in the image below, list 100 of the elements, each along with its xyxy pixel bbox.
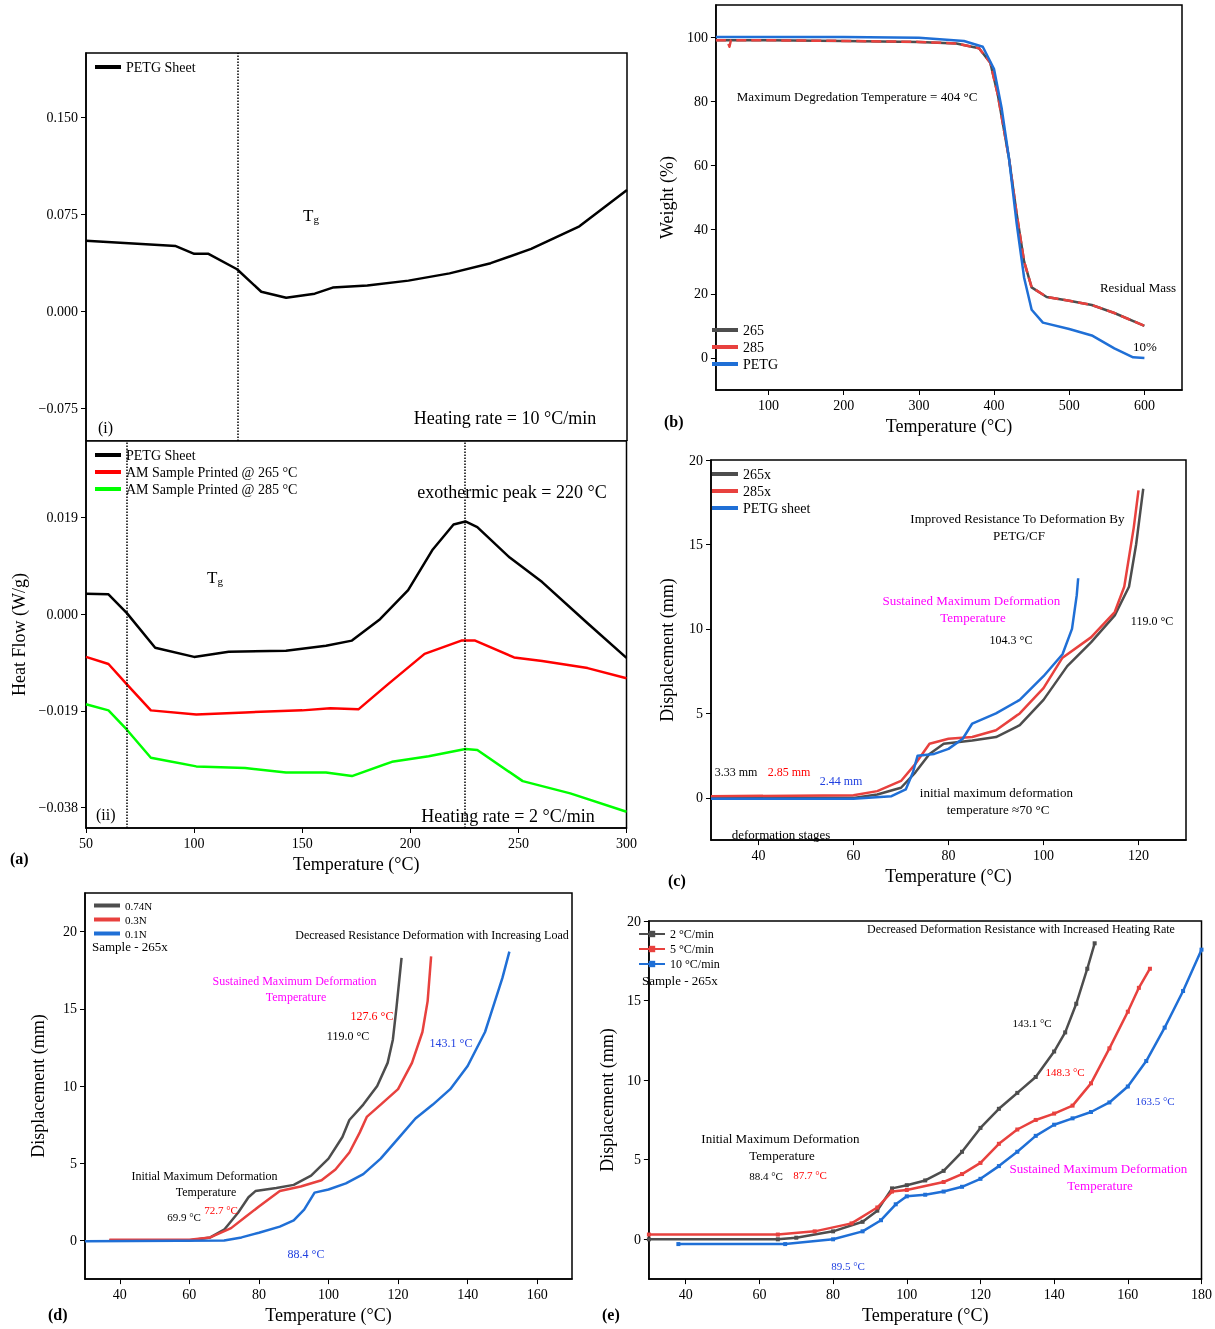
legend-label: 10 °C/min <box>670 957 720 971</box>
annotation: deformation stages <box>731 826 831 842</box>
x-tick-label: 40 <box>112 1286 127 1302</box>
x-tick-label: 100 <box>318 1286 339 1302</box>
annotation: Heating rate = 10 °C/min <box>413 408 597 428</box>
text: (b) <box>664 412 684 431</box>
annotation: 148.3 °C <box>1045 1066 1085 1078</box>
x-tick-label: 200 <box>833 397 855 413</box>
annotation: 89.5 °C <box>831 1260 865 1272</box>
y-tick-label: −0.019 <box>38 703 78 719</box>
y-axis-title: Weight (%) <box>657 155 678 240</box>
text: (d) <box>48 1305 68 1324</box>
y-axis-title: Displacement (mm) <box>28 1014 49 1158</box>
annotation: initial maximum deformation temperature ≈70 °C <box>919 785 1077 817</box>
x-tick-label: 200 <box>399 835 421 851</box>
y-axis-title: Displacement (mm) <box>597 1028 618 1172</box>
legend-label: 5 °C/min <box>670 942 714 956</box>
y-tick-label: 20 <box>63 924 77 940</box>
annotation: 88.4 °C <box>287 1247 325 1261</box>
legend-label: 285 <box>743 339 764 355</box>
y-tick-label: 5 <box>70 1155 77 1171</box>
annotation: 2.85 mm <box>767 765 811 779</box>
x-axis-title: Temperature (°C) <box>862 1305 989 1326</box>
annotation: 163.5 °C <box>1135 1095 1175 1107</box>
x-tick-label: 120 <box>1128 847 1149 863</box>
annotation: Improved Resistance To Deformation By PETG/CF <box>910 511 1128 543</box>
legend-label: PETG <box>743 356 778 372</box>
annotation: Sample - 265x <box>92 938 169 954</box>
x-axis-title: Temperature (°C) <box>885 415 1013 437</box>
y-tick-label: 10 <box>689 621 703 637</box>
x-tick-label: 100 <box>758 397 780 413</box>
annotation: Heating rate = 2 °C/min <box>421 806 595 826</box>
annotation: Sustained Maximum Deformation Temperature <box>882 593 1064 625</box>
x-tick-label: 100 <box>1033 847 1054 863</box>
y-tick-label: 0.150 <box>46 110 78 126</box>
legend-label: 2 °C/min <box>670 927 714 941</box>
x-tick-label: 60 <box>182 1286 197 1302</box>
x-tick-label: 500 <box>1058 397 1080 413</box>
annotation: 3.33 mm <box>714 765 758 779</box>
y-tick-label: 20 <box>626 913 641 929</box>
annotation: 10% <box>1133 338 1158 354</box>
legend-label: 0.74N <box>125 899 153 912</box>
text: (a) <box>10 849 29 868</box>
x-tick-label: 300 <box>616 835 637 851</box>
annotation: 88.4 °C <box>749 1170 783 1182</box>
legend-label: 0.3N <box>125 913 147 926</box>
annotation: 119.0 °C <box>326 1029 370 1043</box>
annotation: 69.9 °C <box>167 1211 201 1223</box>
y-tick-label: 5 <box>696 705 703 721</box>
annotation: Decreased Deformation Resistance with Increased Heating Rate <box>867 922 1175 936</box>
y-tick-label: 20 <box>693 286 708 302</box>
x-tick-label: 140 <box>457 1286 479 1302</box>
x-tick-label: 100 <box>183 835 205 851</box>
annotation: (i) <box>98 418 114 437</box>
x-axis-title: Temperature (°C) <box>265 1305 392 1326</box>
y-tick-label: 0.000 <box>46 304 78 320</box>
x-tick-label: 40 <box>751 847 766 863</box>
text: (e) <box>602 1305 620 1324</box>
y-axis-title: Heat Flow (W/g) <box>8 573 30 696</box>
annotation: 2.44 mm <box>819 774 863 788</box>
y-tick-label: 15 <box>689 536 703 552</box>
annotation: Decreased Resistance Deformation with Increasing Load <box>295 928 569 942</box>
x-tick-label: 600 <box>1133 397 1155 413</box>
legend-label: AM Sample Printed @ 285 °C <box>126 481 298 497</box>
annotation: 104.3 °C <box>989 633 1033 647</box>
x-tick-label: 120 <box>969 1286 991 1302</box>
y-tick-label: 0.019 <box>46 509 78 525</box>
annotation: Sustained Maximum Deformation Temperature <box>1009 1161 1191 1193</box>
y-tick-label: 10 <box>63 1078 77 1094</box>
x-tick-label: 140 <box>1043 1286 1065 1302</box>
x-tick-label: 120 <box>387 1286 409 1302</box>
x-tick-label: 40 <box>678 1286 693 1302</box>
y-tick-label: 60 <box>693 157 708 173</box>
y-tick-label: 100 <box>686 29 708 45</box>
annotation: 143.1 °C <box>1012 1017 1052 1029</box>
y-tick-label: 5 <box>633 1152 641 1168</box>
annotation: Residual Mass <box>1099 279 1177 295</box>
x-tick-label: 250 <box>507 835 529 851</box>
x-axis-title: Temperature (°C) <box>885 866 1012 887</box>
x-tick-label: 100 <box>896 1286 918 1302</box>
x-tick-label: 80 <box>941 847 956 863</box>
x-tick-label: 300 <box>908 397 930 413</box>
annotation: 72.7 °C <box>204 1204 238 1216</box>
legend-label: 265x <box>743 466 771 482</box>
x-tick-label: 60 <box>752 1286 767 1302</box>
annotation: Initial Maximum Deformation Temperature <box>701 1131 863 1163</box>
text: (c) <box>668 871 686 890</box>
x-tick-label: 160 <box>526 1286 548 1302</box>
annotation: 143.1 °C <box>429 1036 473 1050</box>
legend-label: AM Sample Printed @ 265 °C <box>126 464 298 480</box>
x-tick-label: 80 <box>826 1286 841 1302</box>
y-tick-label: 10 <box>626 1072 641 1088</box>
legend-label: 265 <box>743 322 764 338</box>
x-tick-label: 80 <box>251 1286 266 1302</box>
x-tick-label: 50 <box>79 835 93 851</box>
x-tick-label: 160 <box>1117 1286 1139 1302</box>
annotation: Sustained Maximum Deformation Temperature <box>212 974 380 1004</box>
y-tick-label: 80 <box>693 93 708 109</box>
y-tick-label: 15 <box>626 993 641 1009</box>
y-tick-label: 40 <box>693 222 708 238</box>
